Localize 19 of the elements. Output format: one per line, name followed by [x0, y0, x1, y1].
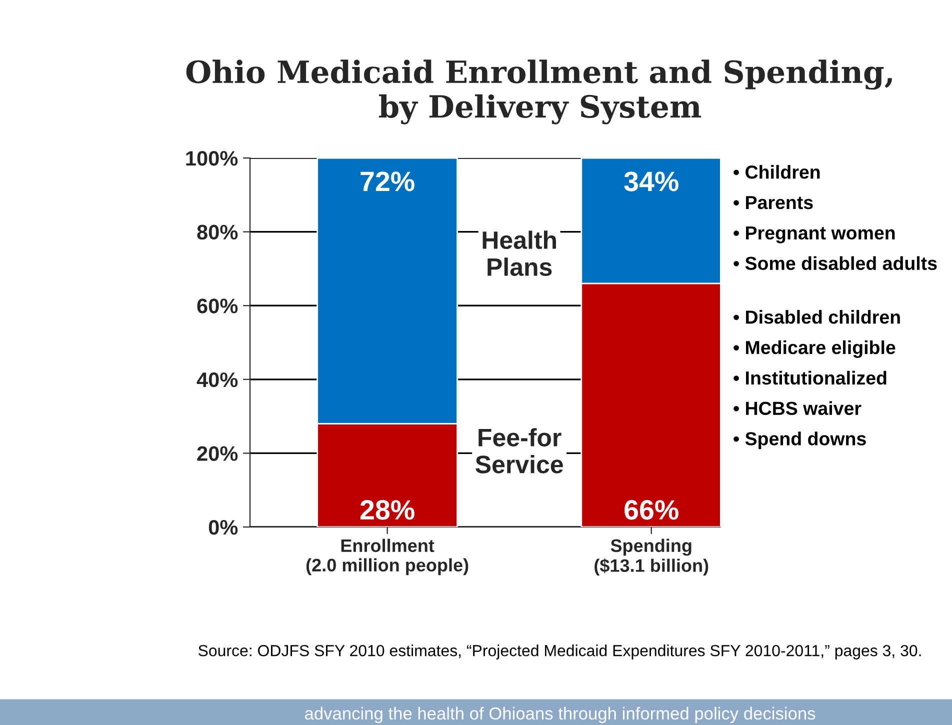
y-tick-label: 100% — [186, 151, 238, 166]
data-label: 66% — [624, 500, 678, 520]
text: advancing the health of Ohioans through informed policy decisions — [305, 706, 816, 724]
series-label: Fee-for Service — [476, 428, 563, 474]
y-tick-label: 60% — [197, 298, 238, 314]
data-label: 72% — [360, 172, 414, 192]
y-tick-label: 0% — [208, 520, 238, 535]
y-tick-label: 20% — [197, 446, 238, 461]
text: • Disabled children • Medicare eligible • Institutionalized • HCBS waiver • Spend downs — [734, 310, 900, 450]
series-label: Health Plans — [482, 230, 556, 276]
y-tick-label: 80% — [197, 224, 238, 240]
data-label: 34% — [624, 172, 678, 192]
text: • Children • Parents • Pregnant women • Some disabled adults — [734, 165, 937, 270]
chart-title: Ohio Medicaid Enrollment and Spending, by Delivery System — [186, 60, 892, 124]
source-note: Source: ODJFS SFY 2010 estimates, “Projected Medicaid Expenditures SFY 2010-2011,” pages 3, 30. — [198, 644, 921, 660]
x-tick-label: Enrollment (2.0 million people) — [306, 538, 468, 576]
y-tick-label: 40% — [196, 372, 238, 388]
data-label: 28% — [360, 500, 414, 520]
x-tick-label: Spending ($13.1 billion) — [594, 538, 708, 576]
